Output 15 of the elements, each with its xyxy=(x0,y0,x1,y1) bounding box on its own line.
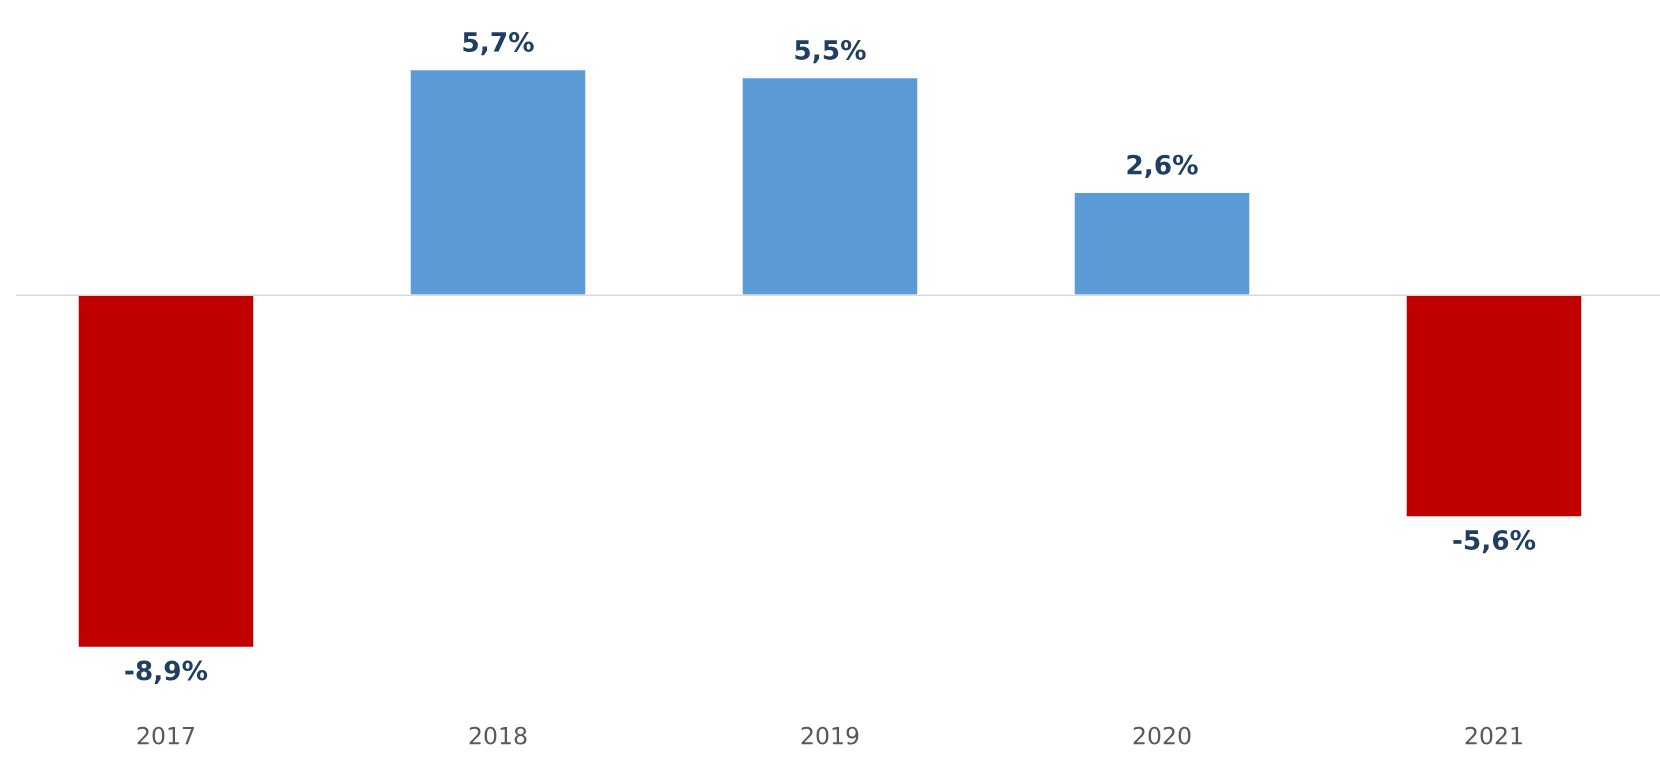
data-label: 2,6% xyxy=(1127,154,1198,179)
bar xyxy=(1073,191,1251,296)
x-tick-label: 2019 xyxy=(801,726,859,745)
x-tick-label: 2018 xyxy=(469,726,527,745)
bar xyxy=(77,294,255,649)
x-tick-label: 2017 xyxy=(137,726,195,745)
bar xyxy=(409,68,587,296)
bar xyxy=(1405,294,1583,518)
bar xyxy=(741,76,919,296)
data-label: -5,6% xyxy=(1453,529,1536,554)
x-tick-label: 2021 xyxy=(1465,726,1522,745)
data-label: 5,5% xyxy=(795,39,866,64)
x-tick-label: 2020 xyxy=(1133,726,1191,745)
data-label: 5,7% xyxy=(463,32,534,56)
data-label: -8,9% xyxy=(125,660,208,684)
